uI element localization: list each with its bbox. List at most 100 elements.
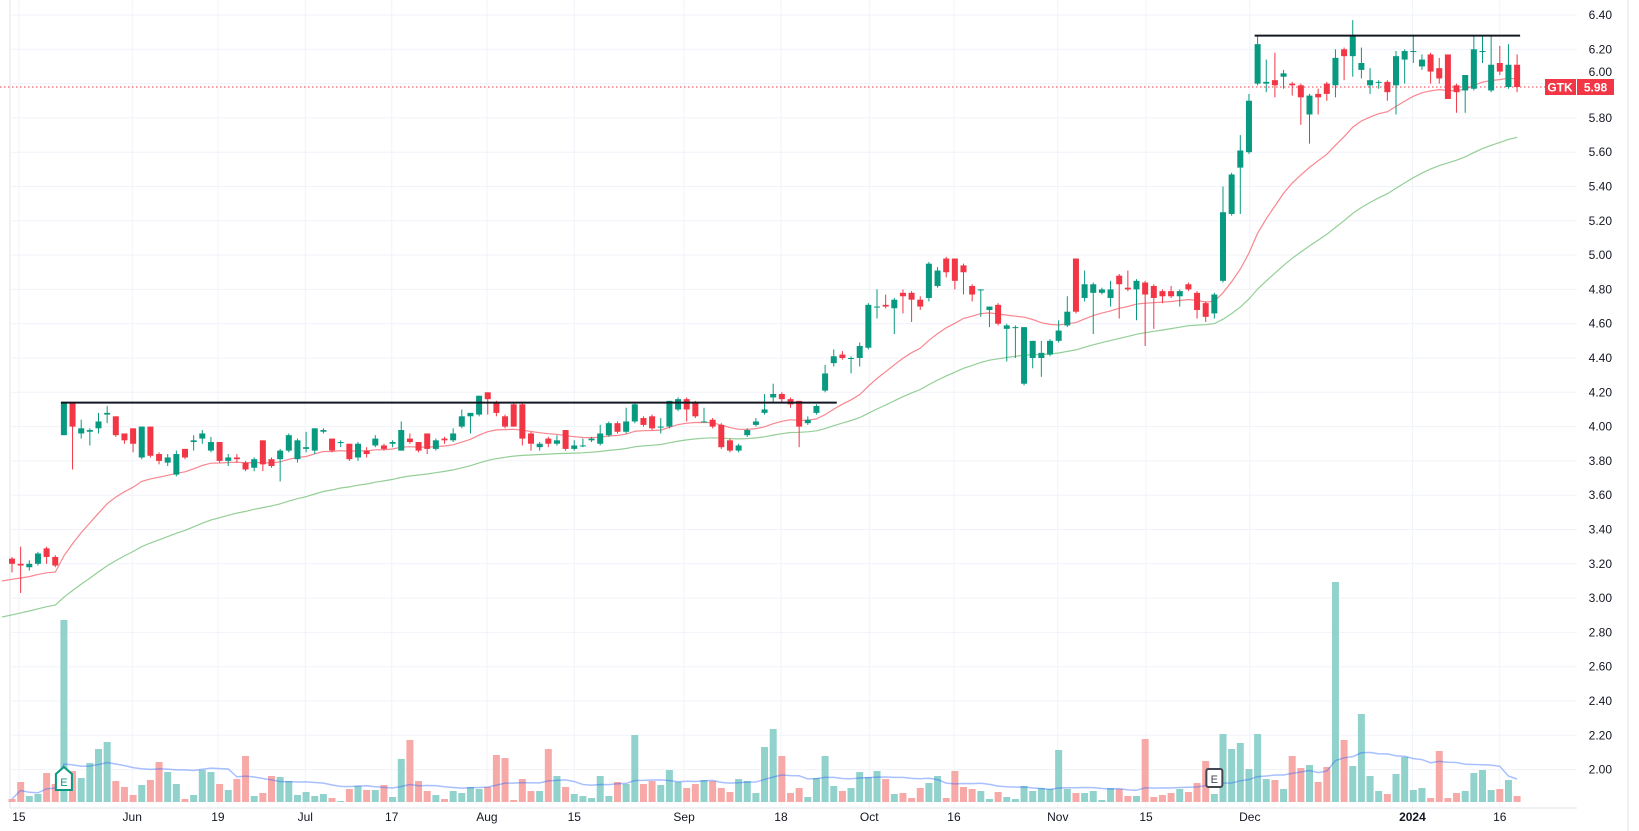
candle xyxy=(683,397,690,422)
x-tick-label: Jun xyxy=(123,810,142,824)
volume-bar xyxy=(423,791,431,802)
candle-body xyxy=(925,263,932,298)
earnings-icon xyxy=(1205,768,1224,788)
candle xyxy=(311,428,318,455)
candle-body xyxy=(251,459,258,468)
x-tick-label: 15 xyxy=(568,810,582,824)
volume-bar xyxy=(614,782,621,802)
resistance-lines[interactable] xyxy=(60,34,1521,404)
volume-bar xyxy=(1401,757,1409,802)
candle-body xyxy=(553,440,560,444)
candle-body xyxy=(346,443,353,460)
candle xyxy=(26,560,33,571)
time-axis[interactable]: 15 Jun 19 Jul 17 Aug 15 Sep 18 Oct 16 Nov 15 Dec 2024 1… xyxy=(10,807,1577,824)
candle-body xyxy=(363,450,370,455)
candle-body xyxy=(1124,287,1131,290)
volume-bar xyxy=(103,742,111,802)
volume-bar xyxy=(934,776,942,802)
candle xyxy=(874,289,880,319)
candle-body xyxy=(285,435,292,451)
volume-bar xyxy=(449,791,457,802)
candle-body xyxy=(1168,291,1175,297)
earnings-marker[interactable]: E xyxy=(1205,768,1224,788)
candle xyxy=(1514,54,1521,93)
candle-body xyxy=(986,306,993,310)
candle-body xyxy=(1072,258,1079,312)
volume-bar xyxy=(60,620,68,802)
volume-bar xyxy=(1011,799,1019,802)
price-axis[interactable]: 6.40 6.20 6.00 5.80 5.60 5.40 5.20 5.00 4.80 4.60… xyxy=(1589,0,1629,831)
volume-bar xyxy=(665,770,673,802)
volume-bar xyxy=(354,786,362,802)
candle xyxy=(1263,59,1270,93)
y-tick-label: 4.40 xyxy=(1589,351,1613,365)
candle-body xyxy=(424,433,431,449)
candle xyxy=(536,442,543,451)
y-tick-label: 3.20 xyxy=(1589,557,1613,571)
candle xyxy=(398,421,405,451)
candle xyxy=(1047,339,1053,357)
candle-body xyxy=(1418,59,1425,67)
candle-body xyxy=(52,556,59,566)
candle-body xyxy=(1211,294,1218,314)
candle xyxy=(190,435,197,451)
candle-body xyxy=(960,265,967,273)
candle-body xyxy=(9,558,15,564)
volume-bar xyxy=(380,785,388,802)
candle xyxy=(1323,81,1330,101)
volume-bar xyxy=(864,777,872,802)
volume-bar xyxy=(1193,783,1201,802)
volume-bar xyxy=(562,787,570,802)
candle xyxy=(1176,289,1183,307)
volume-bar xyxy=(890,794,898,802)
candle xyxy=(1393,51,1399,115)
candle-body xyxy=(406,438,413,443)
y-tick-label: 2.80 xyxy=(1589,625,1613,639)
price-badge-bg xyxy=(1577,79,1614,95)
volume-bar xyxy=(43,773,51,802)
volume-bar xyxy=(1089,791,1097,802)
candle xyxy=(268,457,275,468)
volume-ma-line xyxy=(11,751,1518,800)
volume-bar xyxy=(1366,776,1374,802)
candle-body xyxy=(943,258,950,273)
earnings-marker[interactable]: E xyxy=(54,765,73,791)
candle-body xyxy=(657,426,664,428)
volume-bar xyxy=(129,795,137,802)
candle-body xyxy=(1315,93,1322,98)
candle-body xyxy=(761,409,768,413)
candle xyxy=(476,395,483,417)
candle-body xyxy=(380,445,387,449)
candle xyxy=(943,256,950,278)
candle xyxy=(709,418,716,429)
candle xyxy=(156,452,163,465)
candle-body xyxy=(1393,56,1399,86)
volume-bar xyxy=(830,786,838,802)
candle xyxy=(986,306,993,328)
candle xyxy=(173,450,180,477)
candle-body xyxy=(1280,73,1287,77)
candle xyxy=(856,342,863,367)
volume-bar xyxy=(1418,788,1426,802)
candle xyxy=(614,421,621,434)
volume-bar xyxy=(1383,794,1391,802)
candle-body xyxy=(917,299,924,307)
candle xyxy=(389,440,396,448)
volume-bar xyxy=(1055,750,1063,802)
volume-bar xyxy=(250,796,258,802)
candle xyxy=(1021,327,1028,386)
candle xyxy=(1150,284,1157,329)
volume-bar xyxy=(856,772,864,802)
candle xyxy=(1220,186,1226,283)
volume-bar xyxy=(190,795,198,802)
candle-body xyxy=(623,421,630,432)
volume-bar xyxy=(795,788,803,802)
volume-bar xyxy=(1306,765,1313,802)
ma-slow-line xyxy=(1,136,1518,618)
candle xyxy=(329,438,336,453)
volume-bar xyxy=(1158,795,1166,802)
candle xyxy=(355,442,361,461)
volume-bar xyxy=(761,747,769,802)
